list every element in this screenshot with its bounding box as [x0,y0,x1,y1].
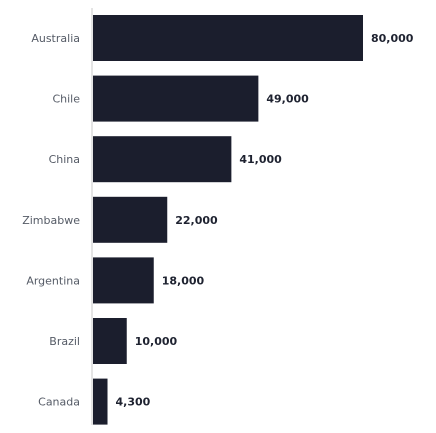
bar-argentina [93,257,154,304]
value-label-brazil: 10,000 [135,335,178,348]
category-labels-group: Australia Chile China Zimbabwe Argentina Braz… [22,32,80,409]
value-label-australia: 80,000 [371,32,414,45]
bar-australia [93,15,363,61]
bars-group [93,15,363,425]
category-label-zimbabwe: Zimbabwe [22,214,80,227]
category-label-chile: Chile [52,93,80,106]
bar-brazil [93,318,127,364]
category-label-australia: Australia [31,32,80,45]
value-label-zimbabwe: 22,000 [175,214,218,227]
value-label-argentina: 18,000 [162,274,205,287]
value-labels-group: 80,000 49,000 41,000 22,000 18,000 10,000 4,30… [116,32,414,409]
bar-china [93,136,232,183]
value-label-china: 41,000 [239,153,282,166]
bar-canada [93,378,108,425]
value-label-canada: 4,300 [116,396,151,409]
value-label-chile: 49,000 [266,93,309,106]
category-label-china: China [49,153,80,166]
bar-chile [93,75,259,122]
category-label-argentina: Argentina [26,274,80,287]
category-label-canada: Canada [38,396,80,409]
category-label-brazil: Brazil [49,335,80,348]
bar-zimbabwe [93,196,168,243]
